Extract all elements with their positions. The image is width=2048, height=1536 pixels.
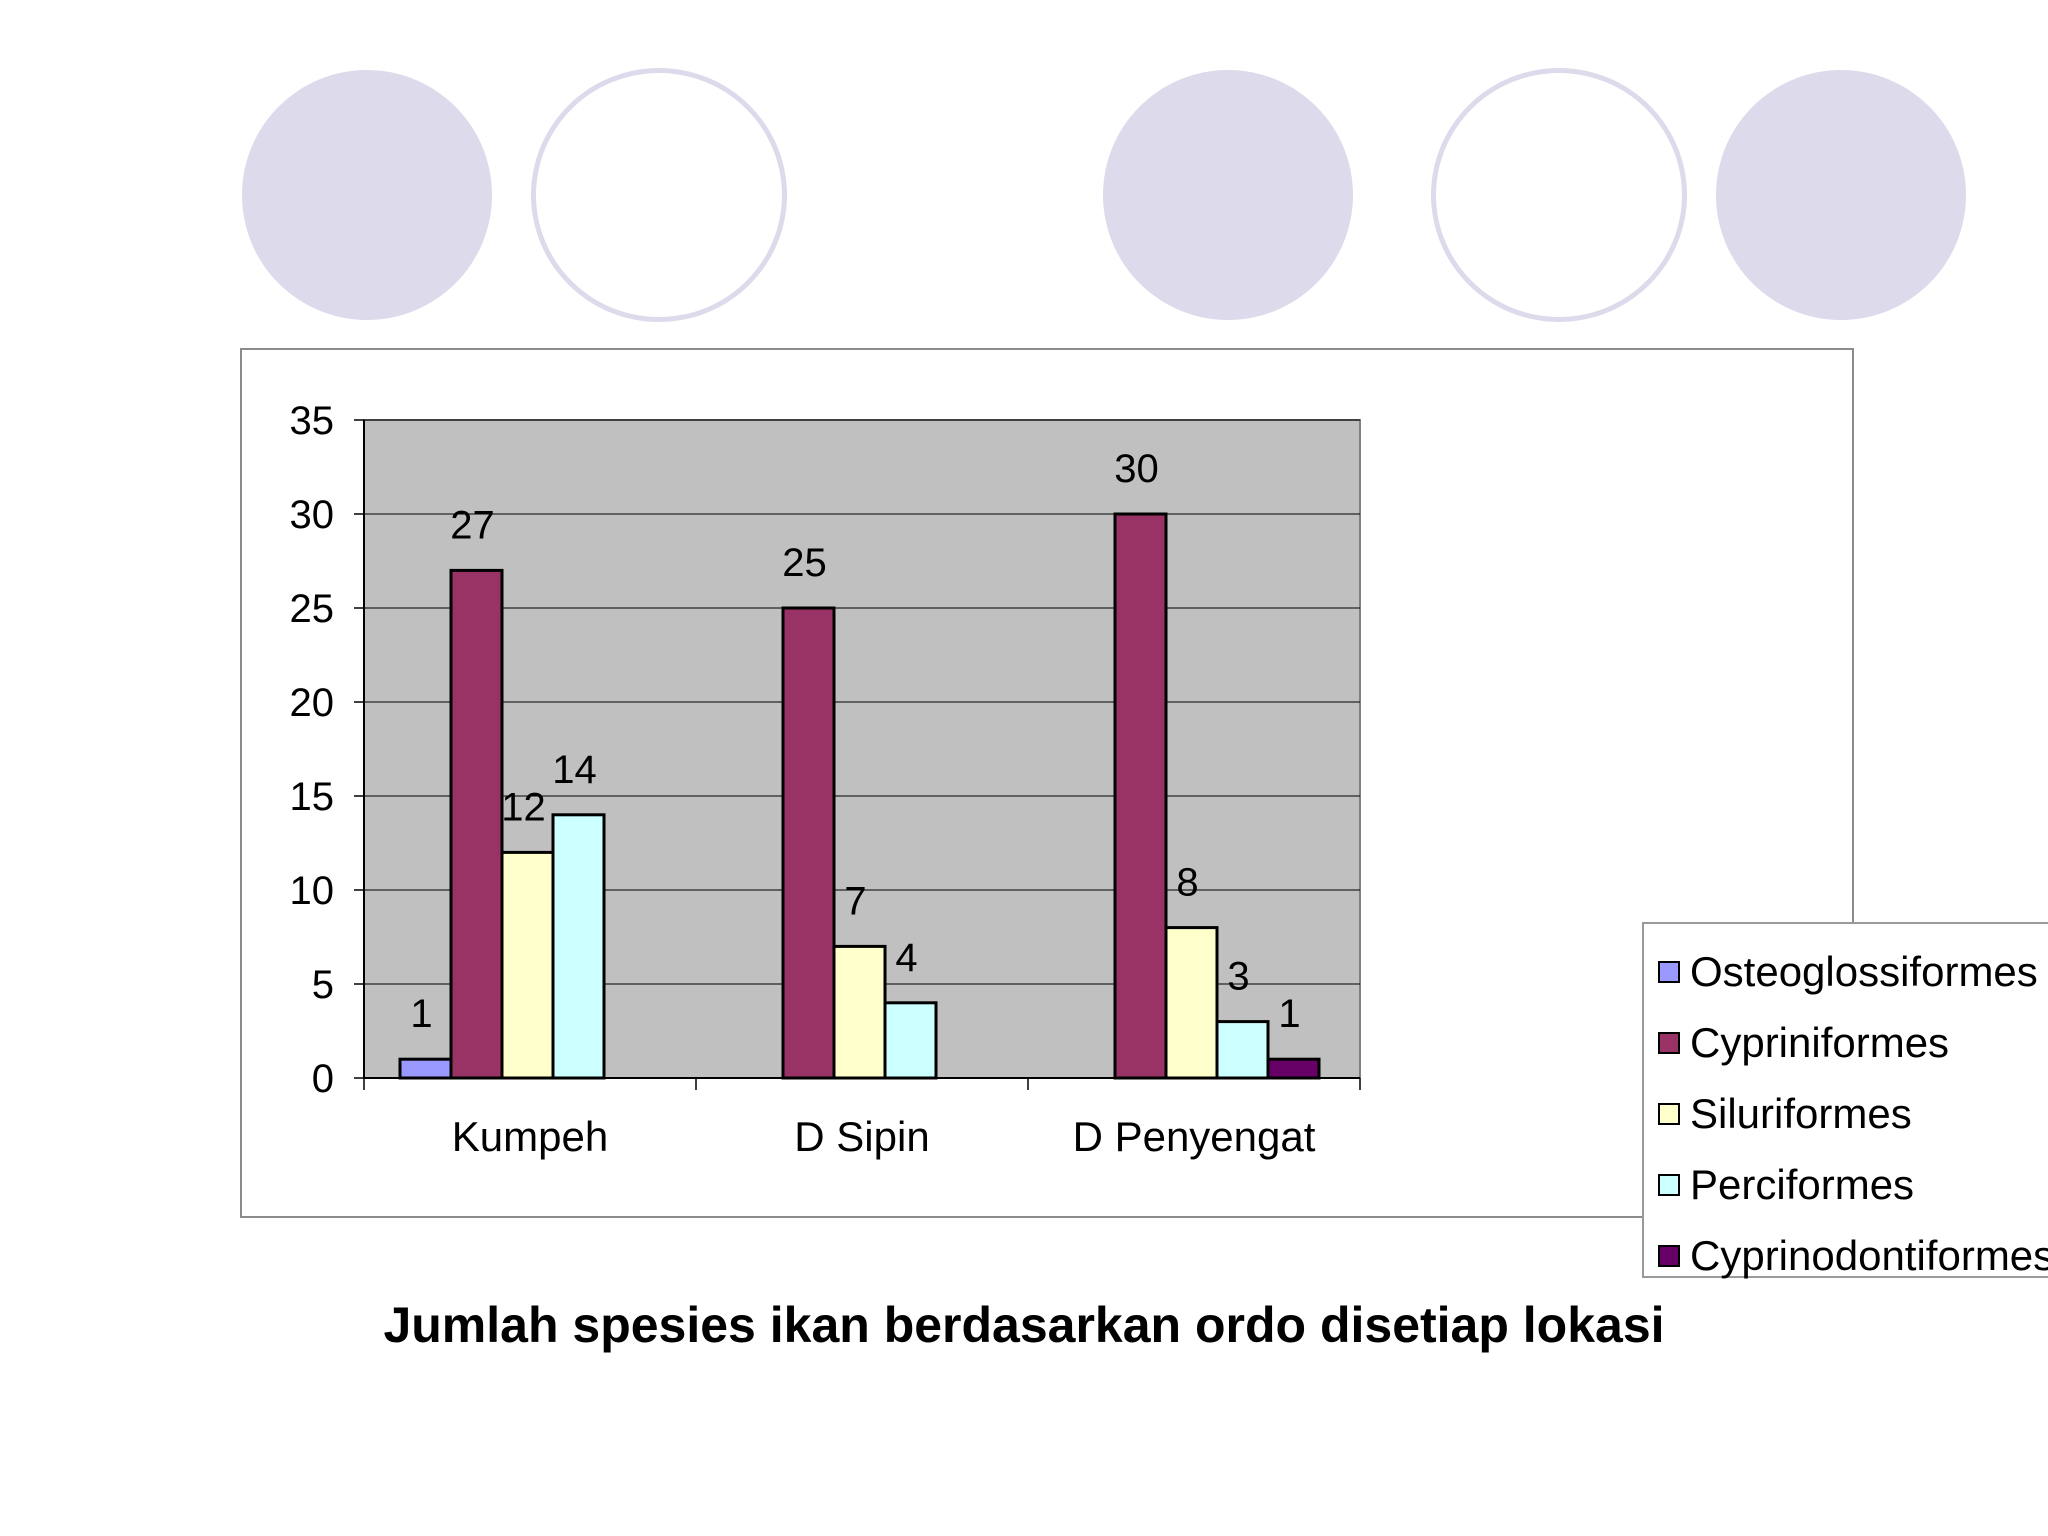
y-tick-label: 25 (290, 587, 335, 631)
legend-swatch (1658, 1031, 1680, 1054)
y-tick-label: 20 (290, 681, 335, 725)
legend-item: Cyprinodontiformes (1658, 1220, 2048, 1291)
data-label: 7 (844, 879, 866, 923)
bar-cypriniformes (449, 568, 504, 1080)
y-tick-label: 10 (290, 869, 335, 913)
data-label: 30 (1114, 447, 1159, 491)
legend-swatch (1658, 1102, 1680, 1125)
data-label: 3 (1227, 955, 1249, 999)
chart-frame: 0 5 10 15 20 25 30 35 Kumpeh 1 27 12 14 D Sipin 25 7 4 D … (240, 348, 2048, 1279)
decor-ring (531, 68, 787, 322)
legend-item: Perciformes (1658, 1149, 2048, 1220)
decor-circle (1716, 70, 1966, 320)
decor-circle (1103, 70, 1353, 320)
y-tick-label: 5 (312, 963, 334, 1007)
data-label: 25 (782, 541, 827, 585)
data-label: 14 (552, 748, 597, 792)
legend-swatch (1658, 1244, 1680, 1267)
category-label: D Penyengat (1073, 1113, 1316, 1160)
data-label: 27 (450, 503, 495, 547)
data-label: 4 (895, 936, 917, 980)
bar-cypriniformes (1113, 512, 1168, 1080)
data-label: 8 (1176, 861, 1198, 905)
legend-item: Osteoglossiformes (1658, 936, 2048, 1007)
category-label: Kumpeh (452, 1113, 608, 1160)
data-label: 1 (1278, 992, 1300, 1036)
y-tick-label: 0 (312, 1057, 334, 1101)
decor-ring (1431, 68, 1687, 322)
legend-item: Cypriniformes (1658, 1007, 2048, 1078)
legend-label: Perciformes (1690, 1160, 1915, 1208)
legend-label: Siluriformes (1690, 1089, 1912, 1137)
legend-swatch (1658, 960, 1680, 983)
y-tick-label: 15 (290, 775, 335, 819)
bar-perciformes (1215, 1020, 1270, 1080)
category-label: D Sipin (794, 1113, 929, 1160)
bar-perciformes (883, 1001, 938, 1080)
legend-item: Siluriformes (1658, 1078, 2048, 1149)
chart-legend: Osteoglossiformes Cypriniformes Siluriform… (1642, 922, 2048, 1279)
legend-label: Cypriniformes (1690, 1018, 1950, 1066)
bar-siluriformes (500, 850, 555, 1080)
bar-osteoglossiformes (398, 1057, 453, 1080)
y-tick-label: 30 (290, 493, 335, 537)
legend-label: Osteoglossiformes (1690, 947, 2038, 995)
bar-siluriformes (832, 944, 887, 1080)
y-tick-label: 35 (290, 399, 335, 443)
bar-perciformes (551, 813, 606, 1080)
bar-siluriformes (1164, 926, 1219, 1080)
bar-cyprinodontiformes (1266, 1057, 1321, 1080)
decor-circle (242, 70, 492, 320)
legend-swatch (1658, 1173, 1680, 1196)
data-label: 12 (501, 785, 546, 829)
legend-label: Cyprinodontiformes (1690, 1231, 2048, 1279)
bar-cypriniformes (781, 606, 836, 1080)
data-label: 1 (410, 992, 432, 1036)
chart-caption: Jumlah spesies ikan berdasarkan ordo dis… (383, 1297, 1665, 1353)
